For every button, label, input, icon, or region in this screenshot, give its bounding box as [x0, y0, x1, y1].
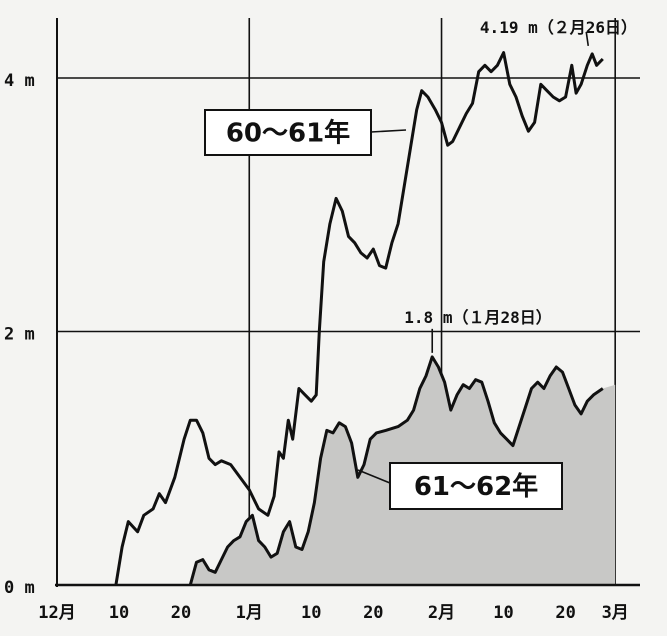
chart-series-labels: 60〜61年 61〜62年: [204, 109, 563, 510]
x-tick-label: 20: [555, 603, 575, 623]
x-tick-label: 20: [171, 603, 191, 623]
y-tick-label: 4 m: [4, 71, 35, 91]
series-label-leader: [370, 129, 407, 133]
peak-annotation: 4.19 m（２月26日）: [480, 18, 637, 37]
peak-annotation: 1.8 m（１月28日）: [404, 308, 551, 327]
series-label-box: [389, 462, 563, 510]
chart-annotations: 4.19 m（２月26日） 1.8 m（１月28日）: [404, 18, 637, 353]
x-tick-label: 10: [109, 603, 129, 623]
chart-tick-labels: 0 m 2 m 4 m 12月 10 20 1月 10 20 2月 10 20 3月: [4, 71, 629, 623]
series-line-1: [114, 51, 604, 586]
x-tick-label: 2月: [428, 603, 455, 623]
x-tick-label: 10: [493, 603, 513, 623]
x-tick-label: 12月: [38, 603, 75, 623]
series-line-2: [188, 355, 604, 586]
x-tick-label: 1月: [236, 603, 263, 623]
series-label: 61〜62年: [414, 471, 538, 502]
x-tick-label: 20: [363, 603, 383, 623]
series-label: 60〜61年: [226, 118, 350, 149]
peak-leader-line: [585, 31, 590, 47]
y-tick-label: 0 m: [4, 578, 35, 598]
series-label-box: [204, 109, 372, 156]
series-label-leader: [357, 469, 391, 484]
chart-axes: [55, 18, 640, 587]
x-tick-label: 3月: [602, 603, 629, 623]
x-tick-label: 10: [301, 603, 321, 623]
y-tick-label: 2 m: [4, 325, 35, 345]
